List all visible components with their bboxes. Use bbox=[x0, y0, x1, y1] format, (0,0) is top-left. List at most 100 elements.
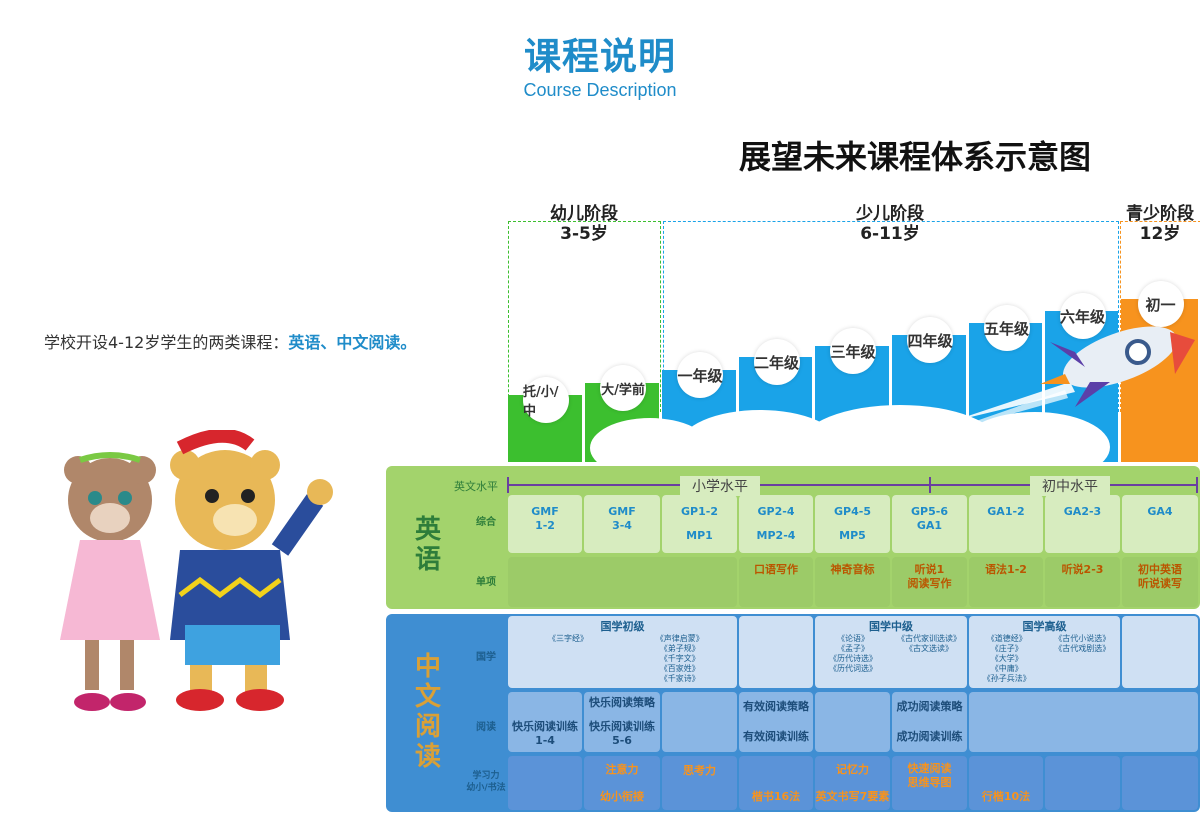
study-item: 注意力 bbox=[605, 762, 639, 776]
english-level-label: 英文水平 bbox=[454, 480, 498, 493]
study-item: 幼小衔接 bbox=[600, 789, 644, 803]
english-course-cell: GMF 1-2 bbox=[508, 495, 582, 553]
stage-name: 青少阶段 bbox=[1126, 204, 1194, 224]
reading-training: 有效阅读训练 bbox=[743, 730, 809, 743]
chinese-label-char: 文 bbox=[414, 682, 441, 712]
study-empty bbox=[508, 756, 582, 810]
stage-age: 6-11岁 bbox=[860, 224, 920, 244]
english-single-cell: 听说2-3 bbox=[1045, 557, 1120, 607]
stage-age: 12岁 bbox=[1139, 224, 1181, 244]
english-course: GA4 bbox=[1147, 505, 1173, 518]
stage-age: 3-5岁 bbox=[560, 224, 608, 244]
guoxue-books: 《声律启蒙》 《弟子规》 《千字文》 《百家姓》 《千家诗》 bbox=[655, 634, 704, 683]
english-single-cell: 初中英语 听说读写 bbox=[1122, 557, 1198, 607]
bracket-teen bbox=[1120, 221, 1200, 412]
english-single-cell: 神奇音标 bbox=[815, 557, 890, 607]
english-course-cell: GP5-6 GA1 bbox=[892, 495, 967, 553]
grade-label: 一年级 bbox=[677, 352, 723, 398]
english-course: MP1 bbox=[686, 529, 713, 542]
reading-empty bbox=[969, 692, 1198, 752]
english-row2-label: 单项 bbox=[476, 577, 496, 588]
english-course: GP4-5 bbox=[834, 505, 871, 518]
reading-training: 快乐阅读训练 5-6 bbox=[589, 720, 655, 747]
chinese-label: 中文阅读 bbox=[398, 652, 458, 772]
english-course: GA1 bbox=[916, 519, 943, 532]
level-primary: 小学水平 bbox=[680, 476, 760, 496]
english-course-cell: GA4 bbox=[1122, 495, 1198, 553]
guoxue-empty bbox=[1122, 616, 1198, 688]
study-cell: 记忆力 英文书写7要素 bbox=[815, 756, 890, 810]
english-course: 1-2 bbox=[535, 519, 555, 532]
grade-label: 四年级 bbox=[907, 317, 953, 363]
reading-cell: 快乐阅读策略 快乐阅读训练 5-6 bbox=[584, 692, 660, 752]
english-single-cell: 听说1 阅读写作 bbox=[892, 557, 967, 607]
english-course: MP2-4 bbox=[756, 529, 796, 542]
english-row1-label: 综合 bbox=[476, 517, 496, 528]
stage-name: 幼儿阶段 bbox=[550, 204, 618, 224]
english-course-cell: GP4-5 MP5 bbox=[815, 495, 890, 553]
bears-illustration bbox=[60, 430, 333, 711]
study-cell: 楷书16法 bbox=[739, 756, 813, 810]
guoxue-title: 国学初级 bbox=[600, 620, 645, 633]
stage-primary: 少儿阶段 6-11岁 bbox=[663, 204, 1117, 244]
english-course: GA2-3 bbox=[1063, 505, 1102, 518]
reading-cell: 有效阅读策略 有效阅读训练 bbox=[739, 692, 813, 752]
intro-text: 学校开设4-12岁学生的两类课程：英语、中文阅读。 bbox=[44, 329, 416, 353]
english-course-cell: GP2-4 MP2-4 bbox=[739, 495, 813, 553]
reading-strategy: 有效阅读策略 bbox=[743, 700, 809, 713]
guoxue-books: 《三字经》 bbox=[548, 634, 588, 643]
grade-label: 三年级 bbox=[830, 328, 876, 374]
english-course-cell: GP1-2 MP1 bbox=[662, 495, 737, 553]
chinese-label-char: 阅 bbox=[414, 712, 441, 742]
grade-label: 五年级 bbox=[983, 305, 1030, 351]
guoxue-books: 《论语》 《孟子》 《历代诗选》 《历代词选》 bbox=[829, 634, 877, 673]
intro-main: 学校开设4-12岁学生的两类课程： bbox=[44, 333, 289, 352]
study-cell: 行楷10法 bbox=[969, 756, 1043, 810]
study-empty bbox=[1122, 756, 1198, 810]
guoxue-books: 《道德经》 《庄子》 《大学》 《中庸》 《孙子兵法》 bbox=[982, 634, 1031, 683]
english-course-cell: GMF 3-4 bbox=[584, 495, 660, 553]
study-empty bbox=[1045, 756, 1120, 810]
english-label-1: 英 bbox=[414, 515, 441, 545]
grade-label: 托/小/中 bbox=[523, 377, 569, 423]
english-course-cell: GA2-3 bbox=[1045, 495, 1120, 553]
level-middle: 初中水平 bbox=[1030, 476, 1110, 496]
english-level-line bbox=[508, 484, 1198, 486]
grade-label: 初一 bbox=[1137, 281, 1184, 327]
study-cell: 快速阅读 思维导图 bbox=[892, 756, 967, 810]
stage-teen: 青少阶段 12岁 bbox=[1120, 204, 1200, 244]
diagram-title: 展望未来课程体系示意图 bbox=[738, 138, 1091, 176]
reading-empty bbox=[662, 692, 737, 752]
english-course: GA1-2 bbox=[987, 505, 1025, 518]
guoxue-title: 国学中级 bbox=[869, 620, 913, 633]
english-single-cell: 语法1-2 bbox=[969, 557, 1043, 607]
reading-strategy: 快乐阅读策略 bbox=[589, 696, 655, 709]
chinese-label-char: 读 bbox=[414, 742, 441, 772]
grade-label: 二年级 bbox=[753, 339, 800, 385]
study-item: 记忆力 bbox=[836, 762, 869, 776]
stage-preschool: 幼儿阶段 3-5岁 bbox=[508, 204, 660, 244]
english-course: 3-4 bbox=[612, 519, 632, 532]
bracket-primary bbox=[663, 221, 1119, 412]
level-tick bbox=[1196, 477, 1198, 493]
chinese-row1-label: 国学 bbox=[476, 652, 496, 663]
english-course: GMF bbox=[531, 505, 559, 518]
reading-empty bbox=[815, 692, 890, 752]
reading-training: 成功阅读训练 bbox=[896, 730, 963, 743]
english-single-cell: 口语写作 bbox=[739, 557, 813, 607]
chinese-label-char: 中 bbox=[414, 652, 441, 682]
chinese-row3-label: 学习力 幼小/书法 bbox=[466, 771, 506, 793]
english-course: GP5-6 bbox=[911, 505, 948, 518]
english-label: 英 语 bbox=[398, 515, 458, 575]
stage-name: 少儿阶段 bbox=[856, 204, 924, 224]
guoxue-beginner: 国学初级 《三字经》 《声律启蒙》 《弟子规》 《千字文》 《百家姓》 《千家诗… bbox=[508, 616, 737, 688]
english-course-cell: GA1-2 bbox=[969, 495, 1043, 553]
study-cell: 思考力 bbox=[662, 756, 737, 810]
guoxue-empty bbox=[739, 616, 813, 688]
study-cell: 注意力 幼小衔接 bbox=[584, 756, 660, 810]
level-tick bbox=[507, 477, 509, 493]
english-course: MP5 bbox=[839, 529, 866, 542]
study-item: 英文书写7要素 bbox=[815, 789, 890, 803]
reading-cell: 快乐阅读训练 1-4 bbox=[508, 692, 582, 752]
english-single-empty bbox=[508, 557, 737, 607]
